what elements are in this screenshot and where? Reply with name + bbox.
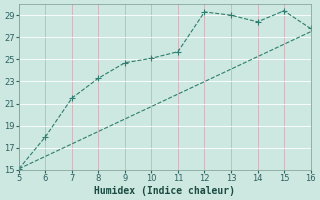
X-axis label: Humidex (Indice chaleur): Humidex (Indice chaleur) xyxy=(94,186,235,196)
